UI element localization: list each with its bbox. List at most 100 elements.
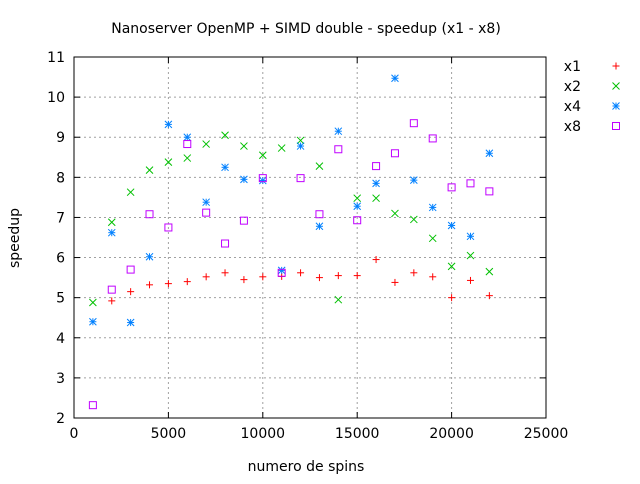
- data-point-x2: [391, 209, 399, 218]
- axis-ticks: 0 5000 10000 15000 20000 25000 2 3 4 5 6 7 8 9 10 11: [47, 50, 568, 442]
- data-point-x1: [372, 256, 380, 264]
- legend-marker-x1: [612, 62, 620, 70]
- data-point-x2: [296, 136, 305, 145]
- data-point-x2: [277, 144, 286, 152]
- data-point-x1: [259, 273, 267, 281]
- legend-marker-x2: [612, 82, 620, 90]
- data-point-x4: [183, 133, 192, 142]
- x-tick-label: 0: [70, 426, 79, 442]
- x-tick-label: 5000: [151, 426, 187, 442]
- y-tick-label: 7: [56, 210, 65, 226]
- data-point-x2: [353, 194, 362, 203]
- legend-marker-x8: [612, 122, 620, 130]
- y-axis-label: speedup: [7, 208, 23, 268]
- plot-border: [73, 56, 547, 419]
- x-tick-label: 25000: [524, 426, 569, 442]
- legend-label-x2: x2: [564, 79, 581, 95]
- y-tick-label: 10: [47, 90, 65, 106]
- data-point-x4: [315, 222, 324, 231]
- data-point-x4: [353, 202, 362, 211]
- data-point-x4: [221, 163, 229, 172]
- data-point-x4: [126, 318, 135, 327]
- data-point-x8: [428, 134, 437, 143]
- data-point-x8: [353, 216, 362, 225]
- data-point-x2: [145, 166, 154, 174]
- data-point-x4: [89, 317, 97, 326]
- y-tick-label: 8: [56, 170, 65, 186]
- legend-label-x1: x1: [564, 59, 581, 75]
- data-point-x2: [107, 218, 116, 227]
- data-point-x1: [410, 269, 418, 277]
- chart-title: Nanoserver OpenMP + SIMD double - speedu…: [111, 21, 501, 37]
- data-point-x1: [127, 288, 135, 296]
- data-point-x2: [409, 215, 418, 224]
- data-point-x1: [164, 280, 172, 288]
- x-tick-label: 20000: [429, 426, 474, 442]
- data-point-x4: [145, 252, 154, 261]
- data-point-x8: [390, 149, 399, 158]
- data-point-x8: [315, 210, 324, 219]
- data-point-x4: [164, 120, 173, 129]
- data-point-x1: [485, 292, 493, 300]
- data-point-x8: [296, 174, 305, 183]
- series-x4: [89, 74, 494, 327]
- data-point-x4: [107, 228, 116, 237]
- data-point-x1: [146, 281, 154, 289]
- data-point-x1: [448, 294, 456, 302]
- data-point-x2: [221, 131, 229, 140]
- data-point-x8: [258, 174, 267, 183]
- data-point-x2: [164, 158, 173, 166]
- data-point-x8: [485, 187, 494, 196]
- data-point-x2: [89, 298, 97, 307]
- legend-label-x8: x8: [564, 119, 581, 135]
- data-point-x2: [315, 162, 324, 170]
- data-point-x4: [391, 74, 399, 83]
- data-point-x8: [126, 265, 135, 274]
- data-point-x4: [240, 175, 248, 184]
- data-point-x1: [315, 274, 323, 282]
- legend-marker-x4: [612, 102, 620, 110]
- data-point-x1: [202, 273, 210, 281]
- data-point-x8: [145, 210, 154, 219]
- data-point-x4: [202, 198, 211, 207]
- data-point-x2: [447, 262, 456, 271]
- data-point-x1: [240, 276, 248, 284]
- y-tick-label: 9: [56, 130, 65, 146]
- data-point-x8: [221, 239, 230, 248]
- data-point-x8: [202, 208, 211, 217]
- grid-lines: [74, 57, 546, 418]
- data-point-x8: [466, 179, 475, 188]
- data-point-x4: [258, 176, 267, 185]
- legend-label-x4: x4: [564, 99, 581, 115]
- data-point-x1: [429, 273, 437, 281]
- data-point-x4: [485, 149, 494, 158]
- data-point-x1: [353, 272, 361, 280]
- data-point-x8: [88, 401, 97, 410]
- x-axis-label: numero de spins: [248, 459, 365, 475]
- y-tick-label: 4: [56, 331, 65, 347]
- data-series: [88, 74, 494, 410]
- series-x1: [108, 256, 493, 305]
- data-point-x1: [466, 276, 474, 284]
- series-x8: [88, 119, 494, 410]
- data-point-x8: [334, 145, 343, 154]
- data-point-x2: [485, 267, 494, 276]
- data-point-x8: [447, 183, 456, 192]
- data-point-x8: [107, 285, 116, 294]
- data-point-x4: [466, 232, 475, 241]
- legend: x1 x2 x4 x8: [564, 59, 620, 135]
- y-tick-label: 2: [56, 411, 65, 427]
- data-point-x4: [409, 176, 418, 184]
- y-tick-label: 11: [47, 50, 65, 66]
- x-tick-label: 10000: [241, 426, 286, 442]
- x-tick-label: 15000: [335, 426, 380, 442]
- data-point-x4: [447, 221, 456, 230]
- y-tick-label: 5: [56, 291, 65, 307]
- data-point-x8: [277, 268, 286, 277]
- data-point-x8: [409, 119, 418, 128]
- data-point-x8: [164, 223, 173, 232]
- data-point-x4: [372, 179, 380, 188]
- data-point-x1: [108, 297, 116, 305]
